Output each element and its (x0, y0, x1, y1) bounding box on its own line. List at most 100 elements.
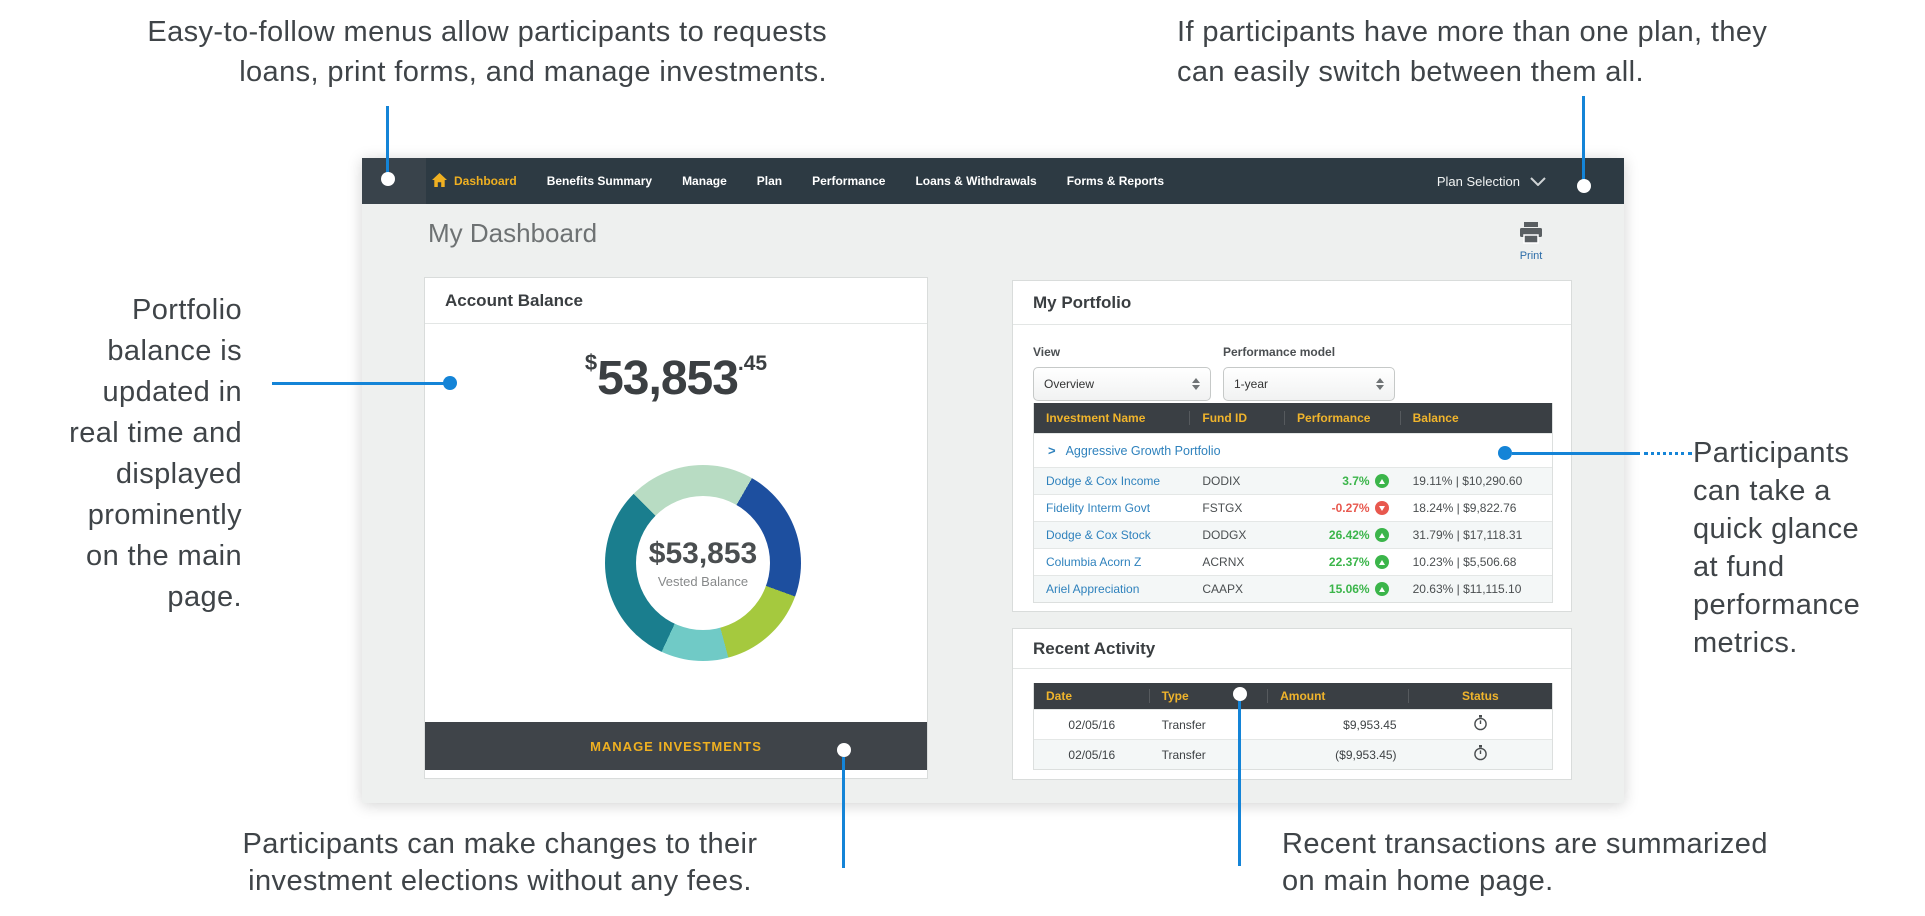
pending-clock-icon (1473, 715, 1488, 734)
annotation-line: metrics. (1693, 627, 1798, 659)
top-navbar: Dashboard Benefits Summary Manage Plan P… (362, 158, 1624, 204)
nav-item-performance[interactable]: Performance (812, 174, 886, 188)
recent-activity-table-header: Date Type Amount Status (1034, 683, 1552, 709)
table-row: Columbia Acorn Z ACRNX 22.37% 10.23% | $… (1034, 548, 1552, 575)
connector-dot-portfolio (1498, 446, 1512, 460)
annotation-bottom-right: Recent transactions are summarized on ma… (1282, 826, 1768, 900)
annotation-line: If participants have more than one plan,… (1177, 16, 1768, 48)
annotation-line: loans, print forms, and manage investmen… (239, 56, 827, 88)
fund-performance: 3.7% (1285, 474, 1401, 488)
manage-investments-button[interactable]: MANAGE INVESTMENTS (425, 722, 927, 770)
annotation-left: Portfolio balance is updated in real tim… (69, 290, 242, 618)
fund-balance: 10.23% | $5,506.68 (1412, 555, 1517, 569)
annotation-line: quick glance (1693, 513, 1860, 545)
table-row: 02/05/16 Transfer ($9,953.45) (1034, 739, 1552, 769)
balance-dollars: 53,853 (597, 352, 739, 405)
view-label: View (1033, 345, 1061, 359)
account-balance-title: Account Balance (425, 278, 927, 324)
table-row: Ariel Appreciation CAAPX 15.06% 20.63% |… (1034, 575, 1552, 602)
group-row-label[interactable]: Aggressive Growth Portfolio (1034, 443, 1552, 458)
my-portfolio-title: My Portfolio (1013, 281, 1571, 325)
annotation-line: prominently (87, 499, 242, 531)
table-row: 02/05/16 Transfer $9,953.45 (1034, 709, 1552, 739)
activity-amount: ($9,953.45) (1335, 747, 1397, 762)
fund-balance: 20.63% | $11,115.10 (1412, 582, 1522, 596)
nav-item-manage[interactable]: Manage (682, 174, 727, 188)
fund-id: DODGX (1202, 528, 1247, 542)
vested-balance-donut-chart: $53,853 Vested Balance (605, 465, 801, 661)
fund-performance: 15.06% (1285, 582, 1401, 596)
nav-item-forms-reports[interactable]: Forms & Reports (1066, 174, 1165, 188)
trend-up-icon (1374, 582, 1389, 596)
column-header: Balance (1412, 411, 1459, 425)
connector-line-top-right (1582, 96, 1585, 186)
annotation-line: at fund (1693, 551, 1785, 583)
nav-item-plan[interactable]: Plan (756, 174, 783, 188)
fund-id: ACRNX (1202, 555, 1245, 569)
activity-date: 02/05/16 (1068, 717, 1116, 732)
recent-activity-table: Date Type Amount Status 02/05/16 Transfe… (1033, 683, 1553, 770)
portfolio-table: Investment Name Fund ID Performance Bala… (1033, 403, 1553, 603)
annotation-top-right: If participants have more than one plan,… (1177, 12, 1767, 92)
trend-up-icon (1374, 474, 1389, 488)
annotation-line: performance (1693, 589, 1861, 621)
portfolio-group-row[interactable]: Aggressive Growth Portfolio (1034, 433, 1552, 467)
activity-status (1409, 715, 1552, 734)
annotation-line: Recent transactions are summarized (1282, 828, 1768, 860)
fund-name-link[interactable]: Columbia Acorn Z (1046, 555, 1142, 569)
print-button[interactable]: Print (1508, 222, 1554, 262)
chevron-down-icon (1530, 174, 1546, 189)
navbar-items: Dashboard Benefits Summary Manage Plan P… (432, 158, 1164, 204)
nav-item-loans-withdrawals[interactable]: Loans & Withdrawals (915, 174, 1037, 188)
annotation-line: on the main (86, 540, 242, 572)
view-select[interactable]: Overview (1033, 367, 1211, 401)
column-header: Fund ID (1190, 411, 1286, 425)
connector-line-bottom-right (1238, 701, 1241, 866)
recent-activity-title: Recent Activity (1013, 629, 1571, 669)
balance-cents: .45 (737, 352, 768, 375)
connector-line-top-left (386, 106, 389, 179)
column-header: Performance (1285, 411, 1401, 425)
nav-item-dashboard[interactable]: Dashboard (432, 172, 517, 190)
annotation-right: Participants can take a quick glance at … (1693, 434, 1860, 662)
fund-name-link[interactable]: Dodge & Cox Stock (1046, 528, 1151, 542)
trend-up-icon (1374, 528, 1389, 542)
connector-dot-manage-investments (837, 743, 851, 757)
activity-type: Transfer (1161, 747, 1206, 762)
account-balance-value: $53,853.45 (425, 350, 927, 406)
pending-clock-icon (1473, 745, 1488, 764)
performance-value: 15.06% (1328, 582, 1370, 596)
annotation-line: Portfolio (132, 294, 242, 326)
annotation-line: Easy-to-follow menus allow participants … (147, 16, 827, 48)
home-icon (432, 172, 447, 190)
dashboard-window: Dashboard Benefits Summary Manage Plan P… (362, 158, 1624, 803)
trend-up-icon (1374, 555, 1389, 569)
activity-date: 02/05/16 (1068, 747, 1116, 762)
nav-item-benefits-summary[interactable]: Benefits Summary (546, 174, 653, 188)
performance-model-select[interactable]: 1-year (1223, 367, 1395, 401)
annotation-bottom-left: Participants can make changes to their i… (185, 826, 815, 900)
plan-selection-dropdown[interactable]: Plan Selection (1437, 158, 1546, 204)
page-title: My Dashboard (428, 218, 598, 248)
select-spinner-icon (1376, 378, 1384, 390)
annotation-line: Participants (1693, 437, 1850, 469)
recent-activity-card: Recent Activity Date Type Amount Status … (1012, 628, 1572, 780)
table-row: Fidelity Interm Govt FSTGX -0.27% 18.24%… (1034, 494, 1552, 521)
fund-name-link[interactable]: Ariel Appreciation (1046, 582, 1140, 596)
fund-name-link[interactable]: Dodge & Cox Income (1046, 474, 1161, 488)
fund-name-link[interactable]: Fidelity Interm Govt (1046, 501, 1151, 515)
annotation-line: can take a (1693, 475, 1831, 507)
connector-line-right-dotted (1644, 452, 1692, 455)
activity-status (1409, 745, 1552, 764)
trend-down-icon (1374, 501, 1389, 515)
performance-value: 3.7% (1342, 474, 1370, 488)
donut-center: $53,853 Vested Balance (636, 496, 770, 630)
select-spinner-icon (1192, 378, 1200, 390)
annotation-line: balance is (107, 335, 242, 367)
column-header: Date (1034, 689, 1150, 703)
fund-performance: -0.27% (1285, 501, 1401, 515)
performance-value: 26.42% (1328, 528, 1370, 542)
plan-selection-label: Plan Selection (1436, 173, 1520, 189)
activity-amount: $9,953.45 (1343, 717, 1397, 732)
